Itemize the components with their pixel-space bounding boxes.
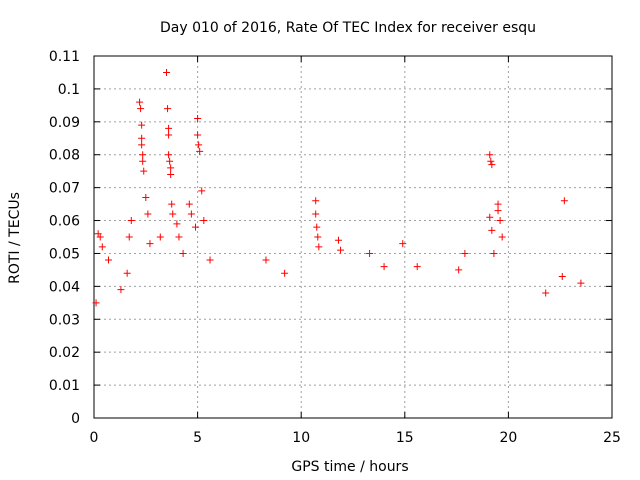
data-point bbox=[366, 249, 374, 257]
data-point bbox=[194, 131, 202, 139]
data-point bbox=[194, 115, 202, 123]
axis-ticks bbox=[93, 55, 613, 419]
data-point bbox=[577, 279, 585, 287]
grid-lines bbox=[94, 56, 612, 418]
data-point bbox=[139, 157, 147, 165]
y-tick-label: 0.01 bbox=[49, 378, 80, 394]
data-point bbox=[146, 240, 154, 248]
data-point bbox=[488, 226, 496, 234]
y-tick-label: 0.06 bbox=[49, 214, 80, 230]
data-point bbox=[136, 98, 144, 106]
data-point bbox=[138, 121, 146, 129]
y-tick-label: 0.07 bbox=[49, 181, 80, 197]
data-point bbox=[198, 187, 206, 195]
data-point bbox=[314, 233, 322, 241]
y-tick-label: 0.1 bbox=[58, 82, 80, 98]
data-point bbox=[498, 233, 506, 241]
data-point bbox=[334, 236, 342, 244]
data-point bbox=[165, 131, 173, 139]
data-point bbox=[179, 249, 187, 257]
data-point bbox=[167, 164, 175, 172]
data-point bbox=[200, 217, 208, 225]
data-point bbox=[490, 249, 498, 257]
data-point bbox=[169, 210, 177, 218]
y-tick-label: 0.08 bbox=[49, 148, 80, 164]
data-point bbox=[127, 217, 135, 225]
y-tick-label: 0.04 bbox=[49, 279, 80, 295]
data-point bbox=[138, 141, 146, 149]
data-point bbox=[195, 141, 203, 149]
data-point bbox=[175, 233, 183, 241]
x-tick-label: 15 bbox=[396, 430, 414, 446]
x-tick-label: 10 bbox=[292, 430, 310, 446]
x-tick-label: 0 bbox=[90, 430, 99, 446]
y-tick-label: 0.11 bbox=[49, 49, 80, 65]
data-point bbox=[455, 266, 463, 274]
data-point bbox=[142, 194, 150, 202]
data-point bbox=[337, 246, 345, 254]
x-tick-label: 20 bbox=[499, 430, 517, 446]
data-point bbox=[486, 213, 494, 221]
plot-frame bbox=[93, 55, 613, 419]
data-point bbox=[487, 157, 495, 165]
data-point bbox=[196, 147, 204, 155]
data-point bbox=[399, 240, 407, 248]
data-point bbox=[165, 124, 173, 132]
data-point bbox=[187, 210, 195, 218]
data-point bbox=[138, 134, 146, 142]
data-point bbox=[542, 289, 550, 297]
data-point bbox=[206, 256, 214, 264]
data-point bbox=[105, 256, 113, 264]
tick-labels: 0 0.01 0.02 0.03 0.04 0.05 0.06 0.07 0.08 0.09 0.1… bbox=[49, 49, 621, 446]
data-point bbox=[140, 167, 148, 175]
data-point bbox=[173, 220, 181, 228]
x-axis-label: GPS time / hours bbox=[291, 459, 408, 475]
data-point bbox=[125, 233, 133, 241]
data-point bbox=[496, 217, 504, 225]
data-point bbox=[560, 197, 568, 205]
y-tick-label: 0.05 bbox=[49, 246, 80, 262]
data-point bbox=[313, 223, 321, 231]
data-point bbox=[185, 200, 193, 208]
y-axis-label: ROTI / TECUs bbox=[7, 192, 23, 284]
data-point bbox=[488, 161, 496, 169]
data-point bbox=[558, 272, 566, 280]
data-point bbox=[192, 223, 200, 231]
data-point bbox=[144, 210, 152, 218]
data-point bbox=[164, 105, 172, 113]
data-point bbox=[461, 249, 469, 257]
data-point bbox=[312, 210, 320, 218]
y-tick-label: 0.03 bbox=[49, 312, 80, 328]
data-point bbox=[486, 151, 494, 159]
x-tick-label: 25 bbox=[603, 430, 621, 446]
data-point bbox=[123, 269, 131, 277]
data-point bbox=[312, 197, 320, 205]
data-point bbox=[281, 269, 289, 277]
data-point bbox=[156, 233, 164, 241]
data-point bbox=[380, 263, 388, 271]
data-point bbox=[117, 286, 125, 294]
y-tick-label: 0 bbox=[71, 411, 80, 427]
y-tick-label: 0.02 bbox=[49, 345, 80, 361]
data-point bbox=[139, 151, 147, 159]
data-point bbox=[163, 68, 171, 76]
x-tick-label: 5 bbox=[193, 430, 202, 446]
data-point bbox=[494, 200, 502, 208]
data-point bbox=[165, 151, 173, 159]
data-point bbox=[315, 243, 323, 251]
data-point bbox=[262, 256, 270, 264]
data-point bbox=[98, 243, 106, 251]
chart-title: Day 010 of 2016, Rate Of TEC Index for r… bbox=[160, 20, 536, 36]
data-point bbox=[167, 170, 175, 178]
data-point bbox=[168, 200, 176, 208]
data-point bbox=[413, 263, 421, 271]
data-point bbox=[494, 207, 502, 215]
y-tick-label: 0.09 bbox=[49, 115, 80, 131]
data-point bbox=[137, 105, 145, 113]
data-point bbox=[92, 299, 100, 307]
data-point bbox=[96, 233, 104, 241]
data-points bbox=[92, 68, 585, 307]
data-point bbox=[166, 157, 174, 165]
